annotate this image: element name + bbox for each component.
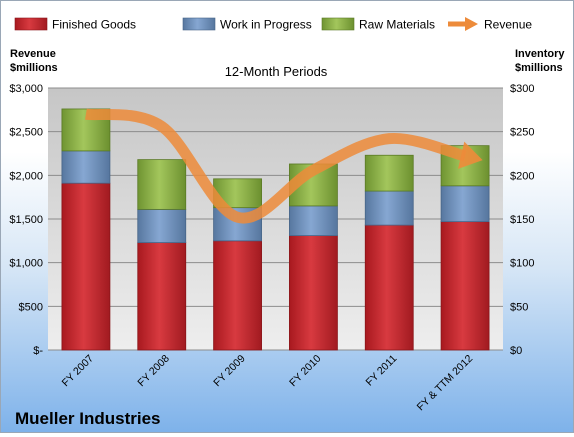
right-tick-label: $150 bbox=[510, 214, 534, 226]
left-tick-label: $500 bbox=[19, 301, 43, 313]
right-tick-label: $200 bbox=[510, 170, 534, 182]
left-tick-label: $3,000 bbox=[9, 83, 43, 95]
legend-arrow-revenue bbox=[465, 17, 478, 31]
x-tick-label: FY 2010 bbox=[287, 353, 324, 390]
left-axis: $- $500 $1,000 $1,500 $2,000 $2,500 $3,000 bbox=[9, 83, 43, 357]
revenue-series bbox=[85, 108, 483, 224]
x-tick-label: FY 2011 bbox=[363, 353, 399, 389]
legend-label-raw-materials: Raw Materials bbox=[359, 18, 435, 32]
bar-work-in-progress bbox=[364, 190, 414, 226]
legend-label-finished-goods: Finished Goods bbox=[52, 18, 136, 32]
bar-finished-goods bbox=[61, 182, 111, 351]
bar-work-in-progress bbox=[289, 205, 338, 236]
bar-work-in-progress bbox=[137, 208, 187, 243]
left-tick-label: $2,000 bbox=[9, 170, 43, 182]
gridlines bbox=[48, 87, 503, 351]
left-axis-title-line1: Revenue bbox=[10, 48, 56, 60]
legend-swatch-finished-goods bbox=[14, 17, 48, 31]
bar-finished-goods bbox=[440, 221, 490, 351]
left-tick-label: $- bbox=[33, 345, 43, 357]
company-name: Mueller Industries bbox=[15, 409, 160, 428]
chart-subtitle: 12-Month Periods bbox=[225, 64, 328, 79]
right-tick-label: $300 bbox=[510, 83, 534, 95]
left-tick-label: $1,500 bbox=[9, 214, 43, 226]
legend-item-finished-goods: Finished Goods bbox=[14, 17, 136, 32]
bar-finished-goods bbox=[364, 224, 414, 351]
x-axis: FY 2007 FY 2008 FY 2009 FY 2010 FY 2011 FY & … bbox=[60, 353, 476, 414]
right-tick-label: $250 bbox=[510, 127, 534, 139]
right-tick-label: $0 bbox=[510, 345, 522, 357]
legend: Finished Goods Work in Progress Raw Mate… bbox=[14, 17, 532, 32]
bar-finished-goods bbox=[289, 235, 338, 351]
bar-finished-goods bbox=[213, 240, 262, 351]
left-axis-title-line2: $millions bbox=[10, 62, 58, 74]
bar-work-in-progress bbox=[440, 185, 490, 223]
bars bbox=[61, 108, 490, 351]
legend-label-revenue: Revenue bbox=[484, 18, 532, 32]
bar-work-in-progress bbox=[61, 150, 111, 184]
left-tick-label: $1,000 bbox=[9, 258, 43, 270]
legend-item-revenue: Revenue bbox=[448, 17, 532, 32]
legend-label-work-in-progress: Work in Progress bbox=[220, 18, 312, 32]
x-tick-label: FY 2008 bbox=[135, 353, 172, 390]
right-tick-label: $100 bbox=[510, 258, 534, 270]
x-tick-label: FY 2009 bbox=[211, 353, 248, 390]
bar-finished-goods bbox=[137, 242, 187, 351]
bar-raw-materials bbox=[137, 159, 187, 210]
x-tick-label: FY 2007 bbox=[60, 353, 97, 390]
revenue-line bbox=[85, 108, 467, 224]
legend-swatch-raw-materials bbox=[321, 17, 355, 31]
legend-swatch-work-in-progress bbox=[182, 17, 216, 31]
legend-item-work-in-progress: Work in Progress bbox=[182, 17, 312, 32]
x-tick-label: FY & TTM 2012 bbox=[415, 353, 476, 414]
legend-item-raw-materials: Raw Materials bbox=[321, 17, 435, 32]
revenue-arrowhead bbox=[458, 141, 483, 169]
right-axis-title-line2: $millions bbox=[515, 62, 563, 74]
right-axis: $0 $50 $100 $150 $200 $250 $300 bbox=[510, 83, 534, 357]
bar-raw-materials bbox=[364, 154, 414, 192]
right-tick-label: $50 bbox=[510, 301, 528, 313]
left-tick-label: $2,500 bbox=[9, 127, 43, 139]
right-axis-title-line1: Inventory bbox=[515, 48, 565, 60]
